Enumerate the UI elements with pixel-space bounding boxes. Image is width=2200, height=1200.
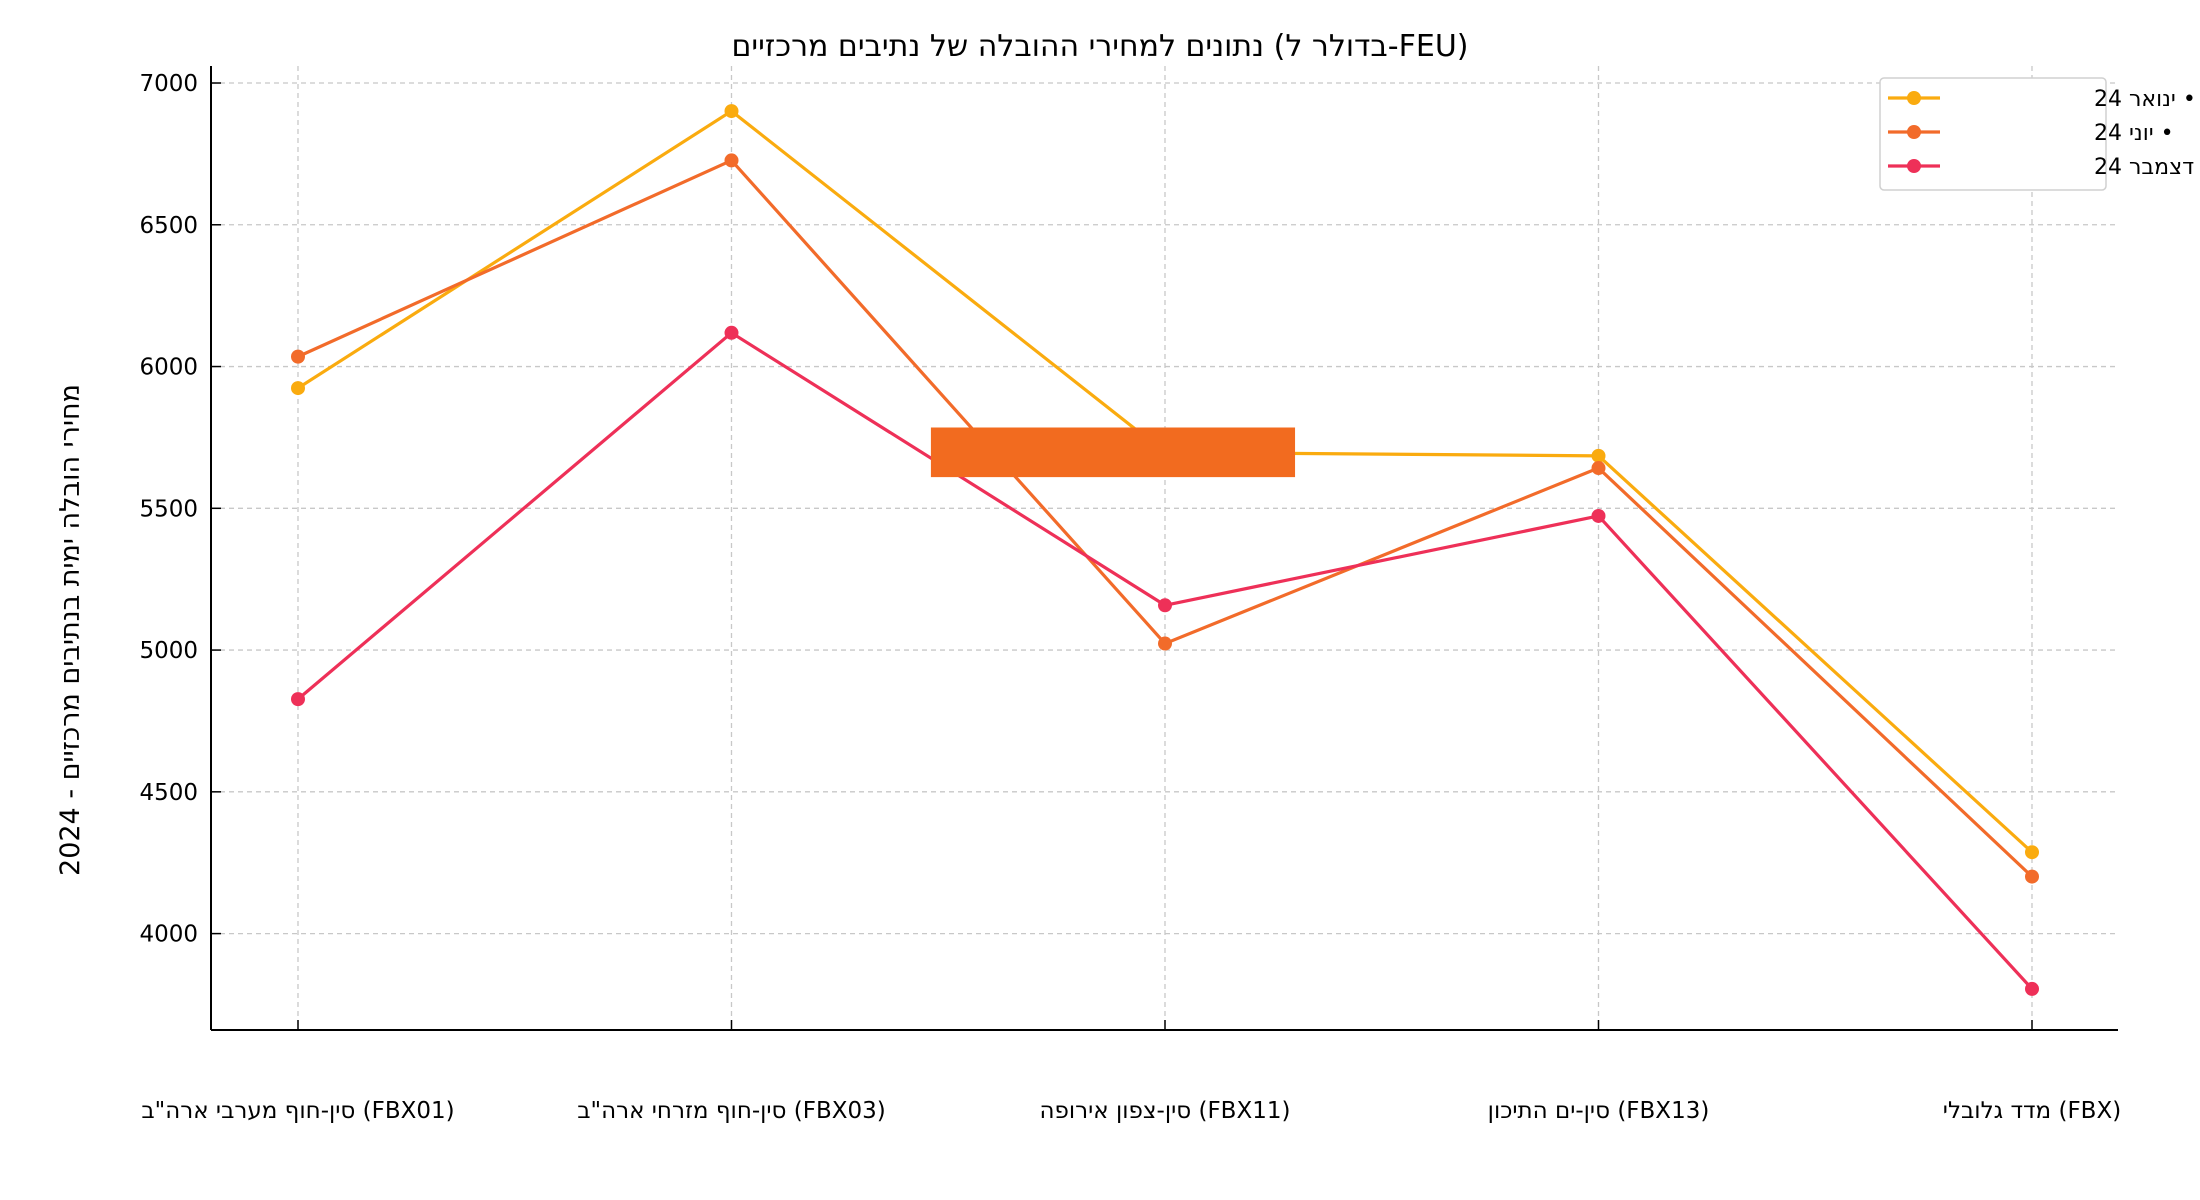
y-tick-label: 5000 [139,638,198,664]
data-point [1591,508,1606,523]
y-tick-label: 4500 [139,780,198,806]
legend-marker [1907,91,1921,105]
data-point [1591,448,1606,463]
chart-title: נתונים למחירי ההובלה של נתיבים מרכזיים (… [732,29,1469,64]
x-tick-label: סין-חוף מזרחי ארה"ב (FBX03) [577,1098,886,1124]
data-point [291,692,305,707]
y-tick-label: 7000 [139,71,198,97]
data-point [1591,461,1606,476]
data-point [724,325,739,340]
legend-box [1879,77,2107,191]
x-tick-label: מדד גלובלי (FBX) [1943,1098,2121,1124]
annotation-layer [930,427,1296,478]
highlight-box [930,427,1296,478]
legend-marker [1907,125,1921,139]
data-point [1158,598,1172,613]
y-tick-label: 6500 [139,213,198,239]
data-point [291,381,305,396]
data-point [2025,981,2039,996]
x-tick-label: סין-חוף מערבי ארה"ב (FBX01) [141,1098,454,1124]
axes: 4000 4500 5000 5500 6000 6500 7000 סין-חוף מערב… [139,66,2121,1124]
legend-marker [1907,159,1921,173]
data-point [724,104,739,119]
data-point [2025,845,2039,860]
legend-label: • ינואר 24 [2094,87,2196,112]
data-point [2025,869,2039,884]
data-point [291,349,305,364]
legend-label: • דצמבר 24 [2094,155,2200,180]
x-tick-label: סין-צפון אירופה (FBX11) [1040,1098,1291,1124]
legend-label: • יוני 24 [2094,121,2174,146]
data-point [724,153,739,168]
y-axis-label: מחירי הובלה ימית בנתיבים מרכזיים - 2024 [55,384,86,876]
y-tick-label: 5500 [139,496,198,522]
y-tick-label: 6000 [139,355,198,381]
data-point [1158,636,1172,651]
grid-lines [211,66,2118,1030]
y-tick-label: 4000 [139,922,198,948]
x-tick-label: סין-ים התיכון (FBX13) [1488,1098,1710,1124]
legend: • ינואר 24 • יוני 24 • דצמבר 24 [1879,77,2200,191]
